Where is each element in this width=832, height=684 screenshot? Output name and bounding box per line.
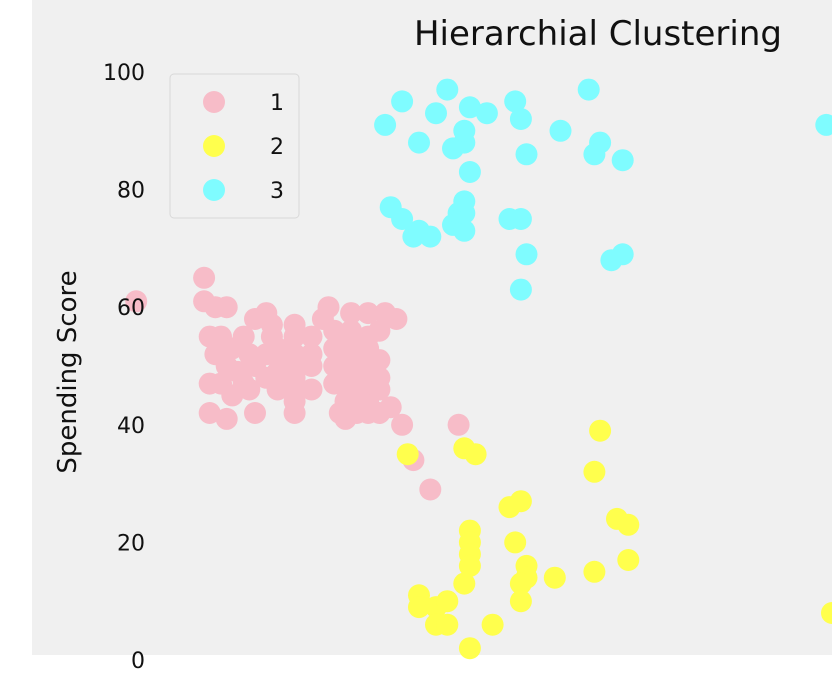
point-cluster-1 [447,413,470,436]
point-cluster-2 [617,549,640,571]
point-cluster-3 [815,113,832,136]
point-cluster-3 [425,102,447,125]
point-cluster-1 [340,319,363,342]
legend: 1 2 3 [169,73,300,219]
chart-title: Hierarchial Clustering [414,14,782,54]
data-points [125,78,832,660]
point-cluster-1 [266,378,289,401]
y-tick-label: 100 [103,61,145,86]
point-cluster-3 [509,278,532,301]
point-cluster-2 [509,590,532,613]
y-tick-label: 80 [117,179,145,204]
point-cluster-1 [232,325,255,348]
point-cluster-1 [244,402,266,424]
y-tick-labels: 0 20 40 60 80 100 [103,61,145,674]
point-cluster-1 [198,325,221,348]
y-axis-label: Spending Score [53,270,83,473]
point-cluster-2 [821,602,832,624]
point-cluster-2 [396,443,419,466]
point-cluster-2 [458,554,481,577]
point-cluster-1 [357,302,380,325]
point-cluster-1 [368,349,391,372]
point-cluster-3 [549,119,572,142]
point-cluster-2 [589,419,612,442]
point-cluster-2 [504,531,527,554]
point-cluster-2 [583,460,606,483]
point-cluster-3 [611,149,634,172]
point-cluster-1 [300,378,323,401]
point-cluster-3 [515,143,538,166]
legend-label-1: 1 [270,91,284,116]
point-cluster-1 [368,319,391,342]
point-cluster-3 [515,243,538,266]
point-cluster-3 [509,208,532,230]
y-tick-label: 20 [117,531,145,556]
legend-marker-2 [203,135,225,157]
point-cluster-1 [283,325,306,348]
point-cluster-2 [543,566,566,589]
point-cluster-1 [215,407,238,430]
point-cluster-2 [509,572,532,595]
point-cluster-3 [391,90,414,113]
point-cluster-2 [436,613,459,636]
point-cluster-3 [611,243,634,266]
point-cluster-1 [283,402,306,424]
point-cluster-3 [453,119,476,142]
legend-label-3: 3 [270,179,284,204]
point-cluster-2 [509,490,532,513]
point-cluster-1 [368,378,391,401]
point-cluster-1 [125,290,148,313]
point-cluster-3 [458,161,481,183]
legend-frame [169,73,300,219]
legend-marker-1 [203,91,225,113]
point-cluster-2 [436,590,459,613]
point-cluster-2 [464,443,487,466]
point-cluster-1 [193,266,216,289]
point-cluster-3 [583,143,606,166]
point-cluster-1 [317,296,340,319]
point-cluster-3 [453,219,476,242]
point-cluster-3 [458,96,481,119]
point-cluster-2 [583,560,606,583]
y-tick-label: 0 [131,649,145,674]
point-cluster-3 [391,208,414,230]
point-cluster-1 [385,308,408,330]
point-cluster-2 [458,637,481,660]
legend-marker-3 [203,179,225,201]
point-cluster-3 [419,225,442,248]
point-cluster-3 [504,90,527,113]
point-cluster-1 [238,378,261,401]
point-cluster-1 [391,413,414,436]
point-cluster-3 [475,102,498,125]
point-cluster-1 [419,478,442,501]
point-cluster-1 [300,325,323,348]
plot-area [32,0,832,655]
point-cluster-1 [255,343,278,366]
point-cluster-1 [340,302,363,325]
point-cluster-1 [300,355,323,377]
point-cluster-1 [379,396,402,419]
point-cluster-3 [577,78,600,101]
legend-label-2: 2 [270,135,284,160]
point-cluster-3 [509,108,532,130]
y-tick-label: 60 [117,296,145,321]
point-cluster-1 [238,343,261,366]
point-cluster-1 [215,296,238,319]
point-cluster-1 [198,372,221,395]
point-cluster-3 [374,113,397,136]
point-cluster-1 [198,402,221,424]
point-cluster-2 [408,596,430,619]
point-cluster-2 [453,572,476,595]
y-tick-label: 40 [117,414,145,439]
point-cluster-3 [453,190,476,213]
point-cluster-2 [617,513,640,536]
point-cluster-2 [481,613,504,636]
point-cluster-3 [408,131,430,154]
point-cluster-3 [436,78,459,101]
